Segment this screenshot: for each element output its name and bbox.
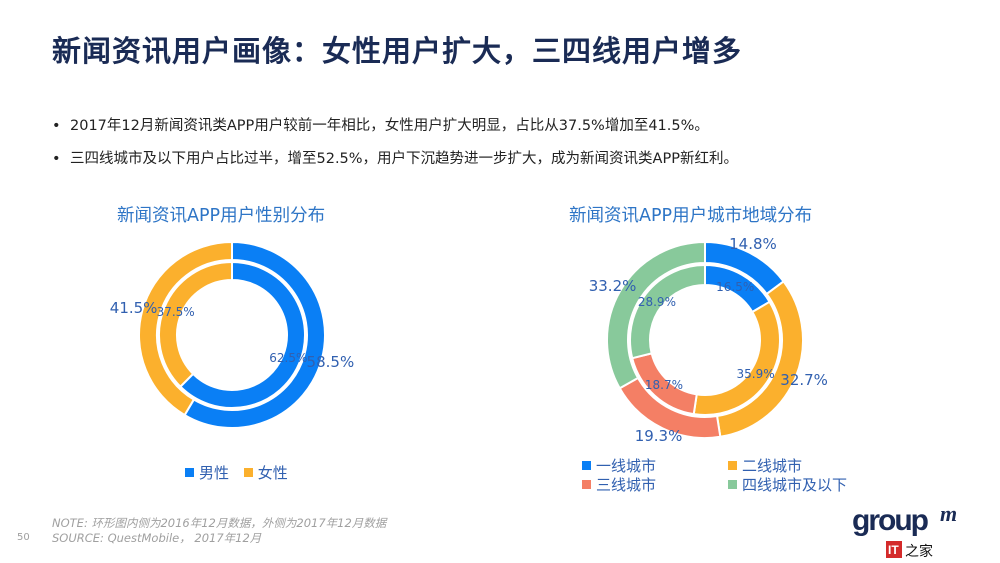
- svg-text:IT: IT: [888, 543, 899, 557]
- data-label-inner: 62.5%: [269, 351, 308, 366]
- chart-title-gender: 新闻资讯APP用户性别分布: [117, 206, 326, 226]
- svg-text:m: m: [940, 504, 957, 526]
- data-label-outer: 14.8%: [729, 235, 777, 254]
- data-label-inner: 35.9%: [736, 367, 775, 382]
- data-label-inner: 37.5%: [156, 304, 195, 319]
- bullet-item: • 三四线城市及以下用户占比过半，增至52.5%，用户下沉趋势进一步扩大，成为新闻…: [52, 151, 738, 167]
- legend-item: 一线城市: [582, 455, 656, 476]
- legend-gender: 男性 女性: [185, 462, 288, 483]
- footnote: NOTE: 环形图内侧为2016年12月数据，外侧为2017年12月数据 SOU…: [52, 516, 387, 545]
- data-label-outer: 33.2%: [588, 277, 637, 296]
- donut-segment-inner-3: [629, 263, 706, 360]
- svg-text:之家: 之家: [905, 543, 933, 560]
- donut-segment-outer-1: [138, 240, 233, 417]
- data-label-outer: 32.7%: [780, 371, 828, 390]
- slide-title: 新闻资讯用户画像：女性用户扩大，三四线用户增多: [52, 34, 743, 68]
- svg-text:group: group: [852, 504, 929, 537]
- donut-segment-inner-1: [158, 260, 233, 389]
- donut-segment-outer-3: [606, 240, 706, 390]
- bullet-item: • 2017年12月新闻资讯类APP用户较前一年相比，女性用户扩大明显，占比从37…: [52, 118, 709, 134]
- legend-item: 女性: [243, 464, 288, 482]
- page-number: 50: [17, 532, 30, 543]
- legend-item: 男性: [185, 464, 229, 482]
- legend-item: 二线城市: [728, 455, 802, 476]
- data-label-outer: 19.3%: [634, 427, 683, 446]
- data-label-inner: 28.9%: [637, 295, 676, 310]
- donut-segment-inner-0: [178, 260, 306, 409]
- data-label-outer: 41.5%: [109, 299, 158, 318]
- data-label-inner: 18.7%: [644, 378, 683, 393]
- chart-title-city: 新闻资讯APP用户城市地域分布: [569, 206, 813, 226]
- legend-item: 四线城市及以下: [728, 474, 847, 495]
- data-label-inner: 16.5%: [716, 280, 755, 294]
- data-label-outer: 58.5%: [306, 352, 355, 371]
- groupm-logo: group m IT 之家: [850, 504, 980, 560]
- bullet-list: • 2017年12月新闻资讯类APP用户较前一年相比，女性用户扩大明显，占比从37…: [52, 114, 738, 180]
- legend-item: 三线城市: [582, 474, 656, 495]
